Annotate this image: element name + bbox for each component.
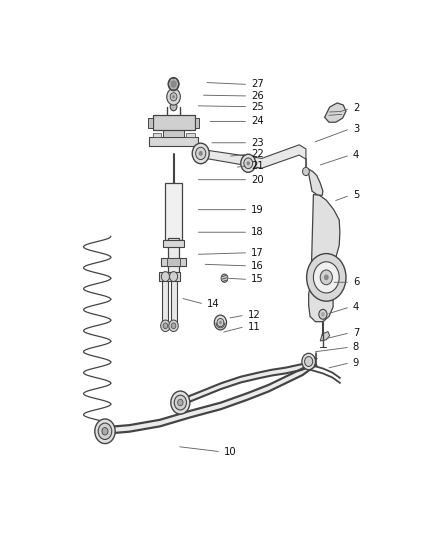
Circle shape [217,318,224,327]
Bar [163,240,184,247]
Circle shape [170,80,177,88]
Text: 25: 25 [251,102,264,111]
Polygon shape [180,359,314,406]
Text: 23: 23 [251,138,264,148]
Text: 15: 15 [251,274,264,285]
Circle shape [178,399,183,406]
Bar [194,118,199,128]
Circle shape [307,254,346,301]
Text: 4: 4 [353,302,359,312]
Bar [167,259,180,266]
Circle shape [219,321,222,324]
Circle shape [221,274,228,282]
Bar [163,130,184,137]
Circle shape [303,167,309,175]
Circle shape [214,315,226,330]
Circle shape [324,274,328,280]
Text: 10: 10 [224,447,237,457]
Bar [148,118,152,128]
Circle shape [302,353,315,370]
Circle shape [95,419,115,443]
Text: 6: 6 [353,277,359,287]
Circle shape [163,323,168,329]
Circle shape [171,391,190,414]
Bar [152,115,194,131]
Text: 22: 22 [251,149,264,159]
Text: 2: 2 [353,103,359,114]
Circle shape [314,262,339,293]
Text: 19: 19 [251,205,264,215]
Text: 18: 18 [251,227,264,237]
Polygon shape [105,359,316,434]
Text: 26: 26 [251,91,264,101]
Text: 16: 16 [251,261,264,271]
Circle shape [319,309,327,319]
Circle shape [174,395,187,410]
Bar [159,272,180,281]
Circle shape [170,93,177,101]
Text: 7: 7 [353,328,359,338]
Circle shape [304,357,313,366]
Circle shape [170,272,178,281]
Circle shape [161,272,170,281]
Polygon shape [201,145,306,168]
Text: 5: 5 [353,190,359,200]
Bar [152,133,161,137]
Polygon shape [307,168,323,195]
Text: 27: 27 [251,79,264,90]
Polygon shape [325,103,346,122]
Bar [161,259,186,266]
Circle shape [102,427,108,435]
Text: 14: 14 [207,299,219,309]
Circle shape [199,151,203,156]
Bar [165,183,182,240]
Circle shape [321,312,325,317]
Polygon shape [309,195,340,322]
Bar [186,133,194,137]
Circle shape [170,102,177,111]
Bar [149,137,198,146]
Text: 11: 11 [247,321,260,332]
Circle shape [241,154,256,172]
Circle shape [168,77,179,91]
Polygon shape [320,332,330,341]
Text: 3: 3 [353,124,359,134]
Text: 17: 17 [251,248,264,258]
Text: 20: 20 [251,175,264,185]
Circle shape [169,320,178,332]
Text: 21: 21 [251,161,264,171]
Text: 8: 8 [353,342,359,352]
Bar [171,277,177,322]
Bar [162,277,168,322]
Circle shape [167,88,180,105]
Circle shape [244,158,253,168]
Circle shape [98,423,112,440]
Bar [168,238,179,277]
Circle shape [320,270,332,285]
Text: 4: 4 [353,150,359,160]
Text: 12: 12 [247,310,260,320]
Circle shape [192,143,209,164]
Circle shape [247,161,250,165]
Text: 9: 9 [353,358,359,368]
Circle shape [172,95,175,99]
Circle shape [196,147,206,159]
Circle shape [161,320,170,332]
Text: 24: 24 [251,116,264,126]
Circle shape [171,323,176,329]
